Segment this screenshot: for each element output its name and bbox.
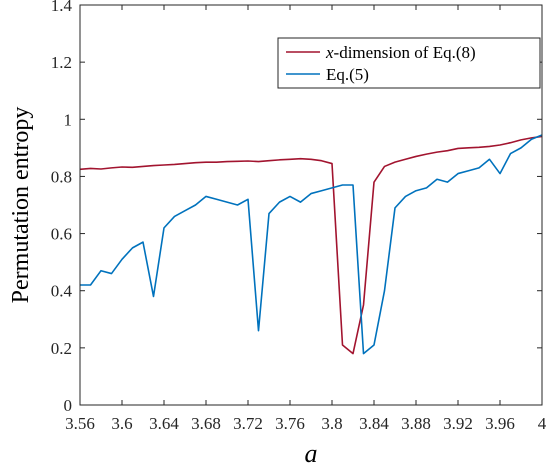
- x-tick-label: 3.6: [111, 414, 132, 433]
- y-tick-label: 0: [64, 396, 73, 415]
- y-tick-label: 0.2: [51, 339, 72, 358]
- y-tick-label: 1: [64, 110, 73, 129]
- legend-label-1: x-dimension of Eq.(8): [325, 43, 476, 62]
- legend-box: [277, 37, 541, 89]
- legend-label-2: Eq.(5): [326, 65, 369, 84]
- x-tick-label: 3.8: [321, 414, 342, 433]
- x-tick-label: 3.92: [443, 414, 473, 433]
- x-tick-label: 3.96: [485, 414, 515, 433]
- y-tick-label: 1.2: [51, 53, 72, 72]
- series-layer: [79, 134, 543, 355]
- x-axis-label: a: [305, 439, 318, 468]
- axes-box: [79, 4, 543, 406]
- x-tick-label: 3.76: [275, 414, 305, 433]
- y-tick-label: 0.4: [51, 282, 73, 301]
- x-tick-label: 3.56: [65, 414, 95, 433]
- x-axis: 3.56 3.6 3.64 3.68 3.72 3.76 3.8 3.84 3.88 3.92 3.…: [65, 5, 547, 433]
- legend: x-dimension of Eq.(8) Eq.(5): [277, 37, 541, 89]
- x-tick-label: 3.88: [401, 414, 431, 433]
- y-tick-label: 0.8: [51, 167, 72, 186]
- x-tick-label: 3.84: [359, 414, 389, 433]
- y-axis-label: Permutation entropy: [8, 107, 34, 304]
- x-tick-label: 4: [538, 414, 547, 433]
- x-tick-label: 3.64: [149, 414, 179, 433]
- y-axis: 0 0.2 0.4 0.6 0.8 1 1.2 1.4: [51, 0, 542, 415]
- x-tick-label: 3.68: [191, 414, 221, 433]
- series-line-1: [79, 135, 543, 355]
- series-line-2: [80, 134, 543, 355]
- axes-frame: [79, 4, 543, 406]
- x-tick-label: 3.72: [233, 414, 263, 433]
- y-tick-label: 0.6: [51, 225, 72, 244]
- y-tick-label: 1.4: [51, 0, 73, 15]
